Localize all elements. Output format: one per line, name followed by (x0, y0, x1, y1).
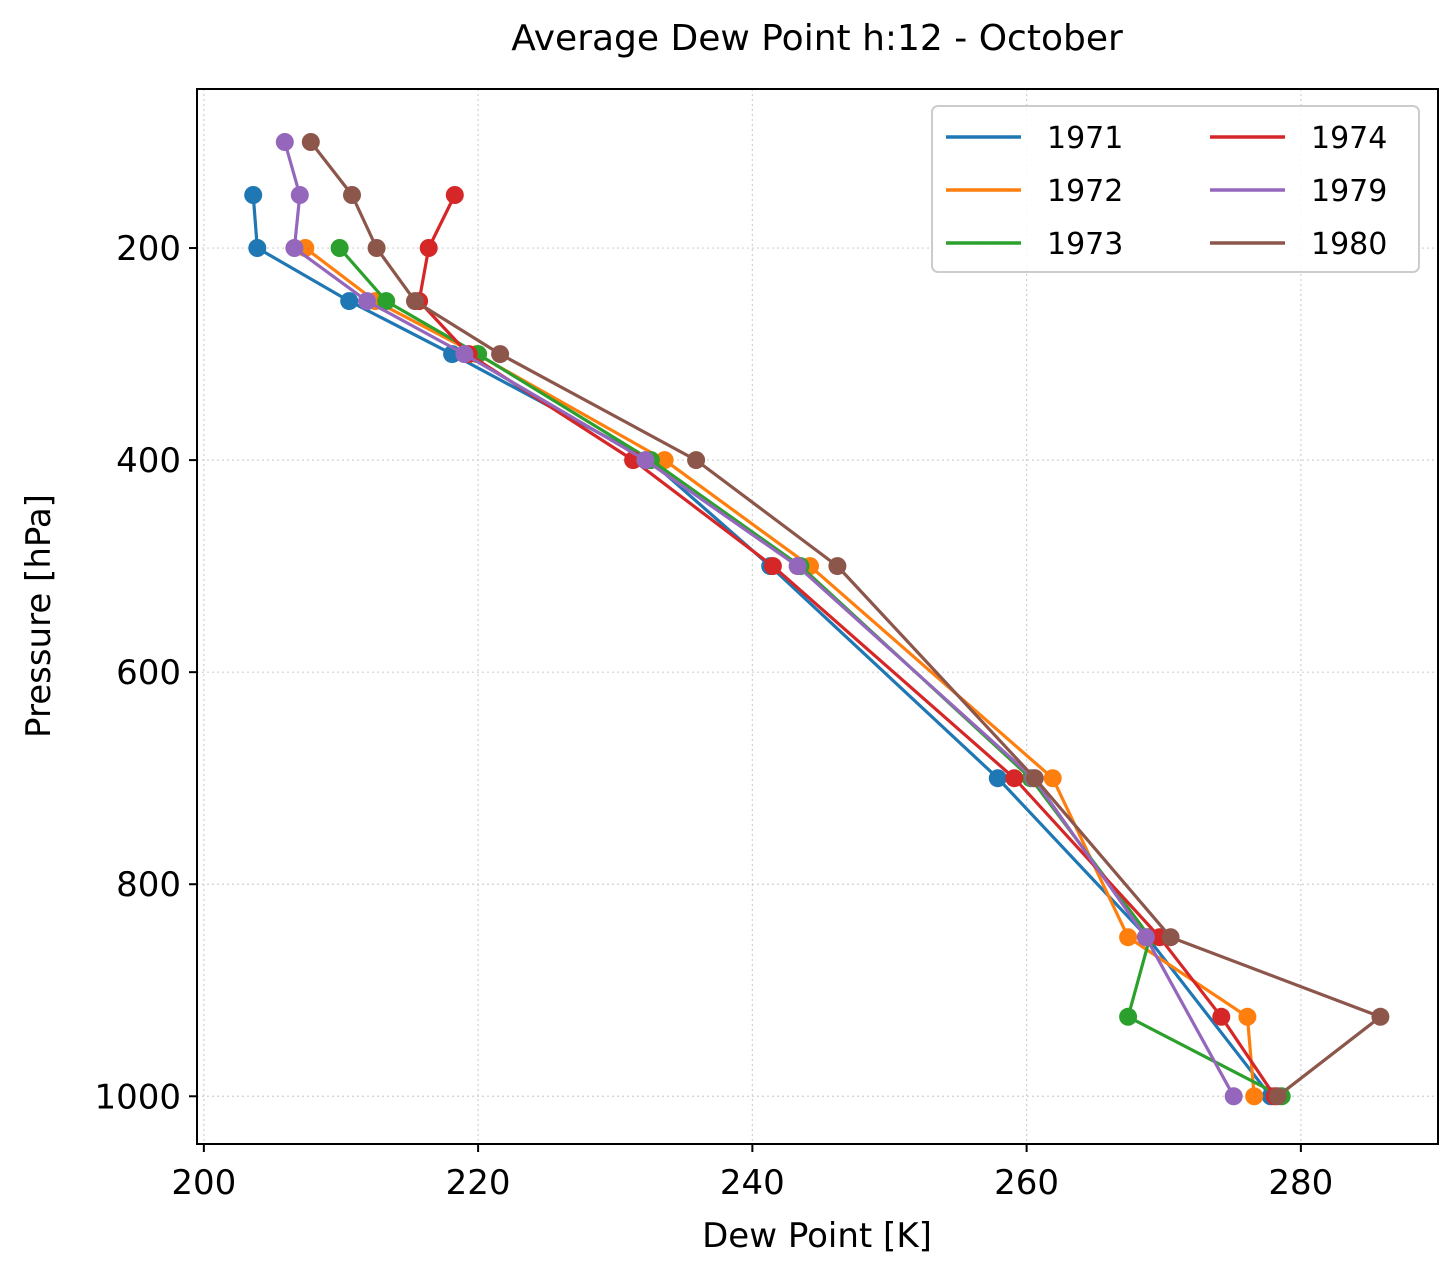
data-point (1224, 1087, 1243, 1106)
legend-box (931, 105, 1420, 273)
data-point (445, 186, 464, 204)
data-point (248, 239, 267, 257)
legend-item: 1973 (946, 227, 1123, 262)
data-point (358, 292, 376, 311)
y-axis-label: Pressure [hPa] (19, 494, 59, 738)
data-point (788, 557, 807, 576)
legend-item: 1980 (1210, 227, 1387, 262)
series-1980 (301, 133, 1390, 1106)
y-tick-label: 400 (116, 441, 181, 481)
data-point (1119, 1007, 1138, 1026)
legend-label: 1974 (1311, 121, 1387, 156)
legend-label: 1971 (1047, 121, 1123, 156)
legend-item: 1974 (1210, 121, 1387, 156)
data-point (330, 239, 349, 257)
x-tick-label: 260 (994, 1163, 1059, 1203)
y-tick-label: 1000 (94, 1077, 181, 1117)
data-point (406, 292, 424, 311)
x-tick-label: 220 (446, 1163, 511, 1203)
legend-item: 1979 (1210, 174, 1387, 209)
data-point (290, 186, 309, 204)
legend: 1971 1972 1973 1974 1979 1980 (931, 105, 1420, 273)
series-layer (244, 133, 1390, 1106)
data-point (1005, 769, 1024, 788)
data-point (340, 292, 359, 311)
x-tick-label: 240 (720, 1163, 785, 1203)
data-point (419, 239, 438, 257)
chart-title: Average Dew Point h:12 - October (511, 18, 1123, 59)
data-point (636, 451, 655, 470)
data-point (1371, 1007, 1390, 1026)
x-axis-label: Dew Point [K] (702, 1216, 932, 1256)
x-tick-label: 280 (1268, 1163, 1333, 1203)
data-point (1119, 928, 1138, 947)
series-1971 (244, 186, 1280, 1106)
legend-label: 1979 (1311, 174, 1387, 209)
series-1974 (410, 186, 1284, 1106)
data-point (275, 133, 294, 151)
data-point (285, 239, 304, 257)
data-point (1043, 769, 1062, 788)
data-point (988, 769, 1007, 788)
data-point (491, 345, 510, 364)
x-tick-label: 200 (171, 1163, 236, 1203)
series-1979 (275, 133, 1243, 1106)
series-line (417, 194, 1277, 1098)
series-line (309, 141, 1383, 1098)
data-point (828, 557, 847, 576)
legend-item: 1971 (946, 121, 1123, 156)
data-point (1025, 769, 1044, 788)
data-point (367, 239, 386, 257)
plot-frame (196, 88, 1439, 1145)
x-axis-ticks: 200 220 240 260 280 (171, 1144, 1333, 1203)
data-point (301, 133, 320, 151)
legend-label: 1973 (1047, 227, 1123, 262)
data-point (1238, 1007, 1257, 1026)
data-point (655, 451, 674, 470)
series-line (251, 194, 1272, 1098)
data-point (455, 345, 474, 364)
data-point (1136, 928, 1155, 947)
data-point (244, 186, 263, 204)
legend-item: 1972 (946, 174, 1123, 209)
y-tick-label: 800 (116, 865, 181, 905)
series-line (338, 246, 1283, 1098)
legend-label: 1980 (1311, 227, 1387, 262)
data-point (343, 186, 361, 204)
y-tick-label: 200 (116, 229, 181, 269)
data-point (687, 451, 706, 470)
series-1973 (330, 239, 1291, 1106)
y-tick-label: 600 (116, 653, 181, 693)
legend-label: 1972 (1047, 174, 1123, 209)
data-point (1245, 1087, 1264, 1106)
y-axis-ticks: 200 400 600 800 1000 (94, 229, 197, 1117)
series-line (283, 141, 1236, 1098)
data-point (1161, 928, 1180, 947)
data-point (763, 557, 782, 576)
data-point (377, 292, 396, 311)
data-point (1212, 1007, 1231, 1026)
data-point (1268, 1087, 1287, 1106)
